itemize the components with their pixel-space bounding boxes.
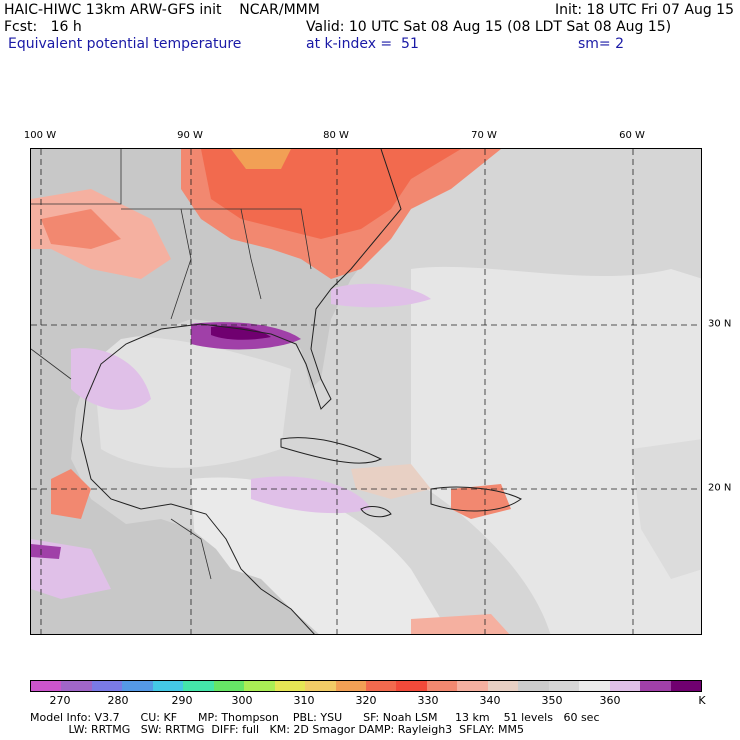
graticule	[31, 149, 701, 634]
color-swatch	[152, 681, 184, 691]
texas-warm-core	[41, 209, 121, 249]
color-swatch	[396, 681, 427, 691]
color-swatch	[487, 681, 519, 691]
color-swatch	[518, 681, 549, 691]
atlantic-lilac-patch	[331, 283, 431, 308]
warm-plume-inner	[201, 149, 461, 239]
field-name: Equivalent potential temperature	[8, 36, 242, 52]
smoothing: sm= 2	[578, 36, 625, 52]
model-info-line2: LW: RRTMG SW: RRTMG DIFF: full KM: 2D Sm…	[30, 723, 524, 736]
model-info-line1: Model Info: V3.7 CU: KF MP: Thompson PBL…	[30, 711, 600, 724]
color-swatch	[335, 681, 366, 691]
color-swatch	[670, 681, 701, 691]
lat-label: 30 N	[708, 318, 732, 330]
warm-plume-core	[231, 149, 291, 169]
color-scale-tick: 330	[417, 694, 439, 707]
init-time: Init: 18 UTC Fri 07 Aug 15	[554, 2, 734, 18]
color-swatch	[365, 681, 397, 691]
color-scale-tick: 350	[541, 694, 563, 707]
color-swatch	[548, 681, 580, 691]
political-borders	[31, 149, 312, 580]
forecast-hour: Fcst: 16 h	[4, 19, 82, 35]
color-scale-tick: 300	[231, 694, 253, 707]
lon-label: 100 W	[23, 130, 57, 141]
gulf-dark-purple	[211, 326, 271, 340]
color-swatch	[213, 681, 245, 691]
color-scale-tick: K	[698, 694, 706, 707]
level-index: at k-index = 51	[306, 36, 419, 52]
valid-time: Valid: 10 UTC Sat 08 Aug 15 (08 LDT Sat …	[306, 19, 672, 35]
color-scale-tick: 310	[293, 694, 315, 707]
color-swatch	[457, 681, 488, 691]
color-swatch	[61, 681, 92, 691]
color-swatch	[640, 681, 671, 691]
lon-label: 90 W	[177, 130, 203, 141]
color-scale-tick: 340	[479, 694, 501, 707]
color-scale-tick: 360	[599, 694, 621, 707]
lon-label: 70 W	[471, 130, 497, 141]
color-swatch	[609, 681, 641, 691]
color-swatch	[122, 681, 153, 691]
color-swatch	[305, 681, 336, 691]
gulf-lilac-region	[71, 348, 151, 410]
theta-e-map	[30, 148, 702, 635]
color-scale-tick: 320	[355, 694, 377, 707]
color-swatch	[31, 681, 62, 691]
pacific-purple-patch	[31, 544, 61, 559]
coastlines	[80, 149, 522, 634]
east-atlantic-region	[631, 439, 701, 579]
color-scale-tick: 280	[107, 694, 129, 707]
color-swatch	[274, 681, 306, 691]
lon-label: 80 W	[323, 130, 349, 141]
lon-label: 60 W	[619, 130, 645, 141]
color-swatch	[579, 681, 610, 691]
ocean-light-region	[411, 266, 701, 634]
run-title: HAIC-HIWC 13km ARW-GFS init NCAR/MMM	[4, 2, 320, 18]
color-swatch	[426, 681, 458, 691]
map-canvas	[31, 149, 701, 634]
color-scale-tick: 290	[171, 694, 193, 707]
color-scale-bar	[30, 680, 702, 692]
color-swatch	[244, 681, 275, 691]
color-swatch	[183, 681, 214, 691]
caribbean-lilac-patch	[251, 476, 371, 514]
color-swatch	[91, 681, 123, 691]
lat-label: 20 N	[708, 482, 732, 494]
mexico-warm-spot	[51, 469, 91, 519]
cuba-warm-spot	[351, 464, 431, 499]
color-scale-tick: 270	[49, 694, 71, 707]
